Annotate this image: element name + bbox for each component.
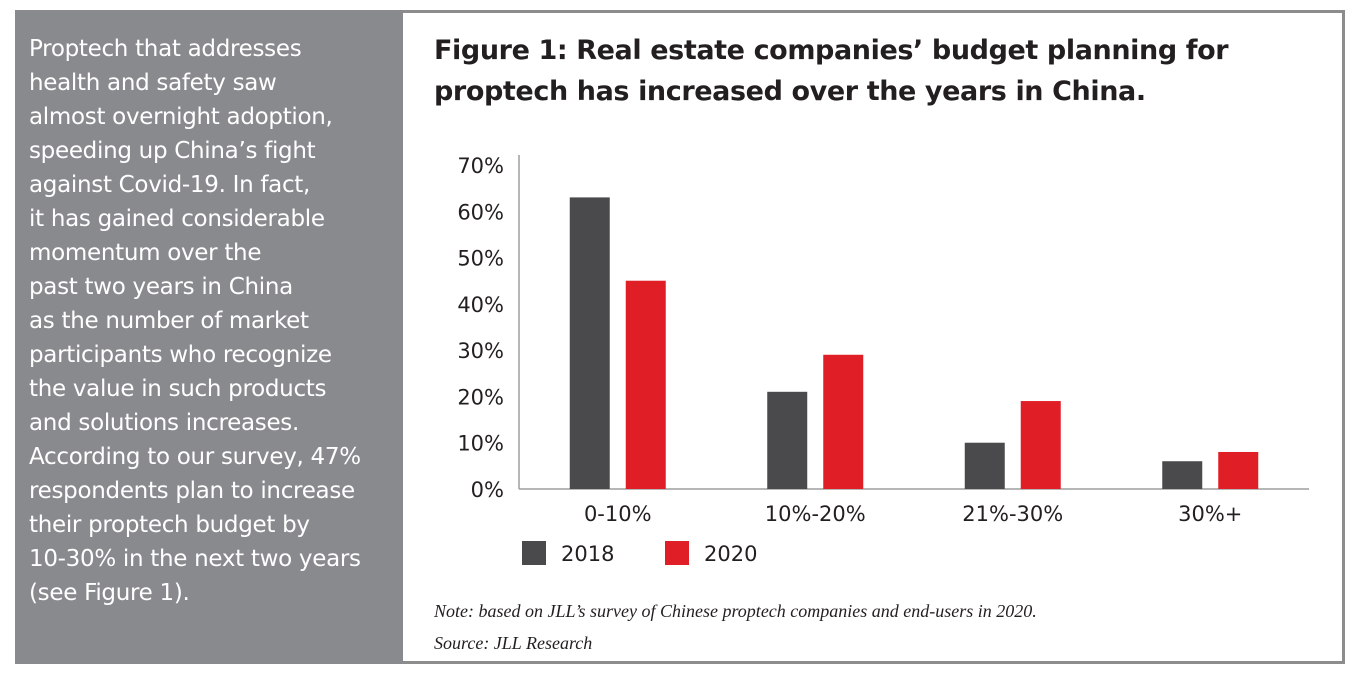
bar-2018-3 <box>964 442 1005 489</box>
x-tick-label: 30%+ <box>1178 502 1242 526</box>
y-tick-label: 20% <box>457 385 504 409</box>
bar-2018-1 <box>569 197 610 489</box>
bar-2020-3 <box>1020 401 1061 489</box>
y-tick-label: 0% <box>471 478 504 502</box>
bar-chart: 0% 10% 20% 30% 40% 50% 60% 70% 0-10% 10%-20% 21%-3… <box>457 154 1309 566</box>
x-tick-label: 0-10% <box>584 502 652 526</box>
legend-swatch-2018 <box>522 541 546 565</box>
y-tick-label: 70% <box>457 154 504 178</box>
y-tick-label: 30% <box>457 339 504 363</box>
y-tick-label: 60% <box>457 200 504 224</box>
y-tick-label: 10% <box>457 432 504 456</box>
legend-swatch-2020 <box>665 541 689 565</box>
bar-2018-2 <box>767 391 808 489</box>
x-tick-label: 21%-30% <box>962 502 1063 526</box>
bar-2020-2 <box>823 354 864 489</box>
legend-label-2020: 2020 <box>704 542 757 566</box>
y-tick-label: 40% <box>457 293 504 317</box>
y-tick-label: 50% <box>457 247 504 271</box>
bar-2020-1 <box>625 280 666 489</box>
legend-label-2018: 2018 <box>561 542 614 566</box>
figure-note: Note: based on JLL’s survey of Chinese p… <box>434 601 1037 621</box>
sidebar-text: Proptech that addresses health and safet… <box>29 36 361 606</box>
x-tick-label: 10%-20% <box>765 502 866 526</box>
figure-panel: Figure 1: Real estate companies’ budget … <box>403 10 1345 664</box>
figure-title: Figure 1: Real estate companies’ budget … <box>434 35 1229 107</box>
bar-2018-4 <box>1162 461 1203 489</box>
figure-source: Source: JLL Research <box>434 633 593 653</box>
bar-2020-4 <box>1218 451 1259 489</box>
sidebar-panel: Proptech that addresses health and safet… <box>15 10 403 664</box>
